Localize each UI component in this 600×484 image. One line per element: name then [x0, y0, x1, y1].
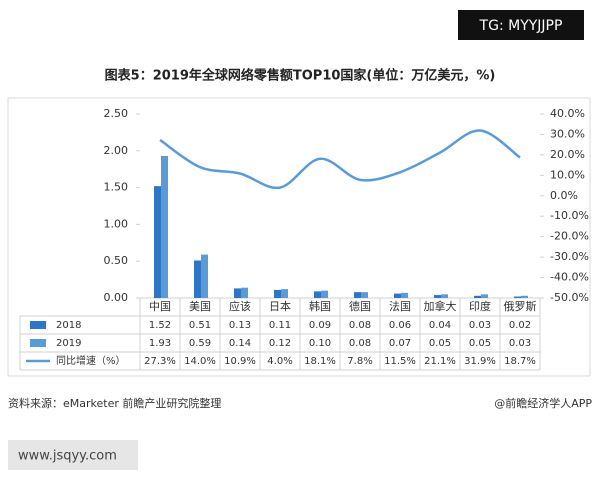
x-tick-label: 印度: [469, 299, 491, 313]
bar: [234, 288, 241, 298]
x-tick-label: 日本: [269, 299, 291, 313]
chart-title: 图表5：2019年全球网络零售额TOP10国家(单位：万亿美元，%): [105, 68, 496, 84]
table-value: 0.12: [269, 338, 291, 349]
legend-label: 同比增速（%）: [56, 354, 126, 367]
table-value: 0.03: [509, 338, 531, 349]
y2-tick-label: 40.0%: [550, 107, 585, 120]
bar: [321, 290, 328, 298]
bar: [241, 287, 248, 298]
y2-tick-label: 0.0%: [550, 189, 578, 202]
table-value: 0.03: [469, 320, 491, 331]
bar: [154, 186, 161, 298]
y2-tick-label: -10.0%: [550, 209, 589, 222]
table-value: 11.5%: [384, 356, 416, 367]
table-value: 0.11: [269, 320, 291, 331]
watermark: TG: MYYJJPP: [479, 18, 563, 34]
table-value: 0.59: [189, 338, 211, 349]
bar: [394, 293, 401, 298]
table-value: 0.13: [229, 320, 251, 331]
footer-box: [8, 440, 138, 470]
bar: [354, 292, 361, 298]
table-value: 0.02: [509, 320, 531, 331]
legend-label: 2019: [56, 338, 81, 349]
table-value: 21.1%: [424, 356, 456, 367]
table-value: 0.10: [309, 338, 331, 349]
y2-tick-label: 20.0%: [550, 148, 585, 161]
y-tick-label: 1.00: [104, 217, 129, 230]
x-tick-label: 俄罗斯: [504, 300, 537, 313]
table-value: 14.0%: [184, 356, 216, 367]
growth-line: [159, 129, 521, 190]
bar: [161, 155, 168, 298]
y2-tick-label: -20.0%: [550, 230, 589, 243]
y-tick-label: 2.50: [104, 107, 129, 120]
table-value: 0.51: [189, 320, 211, 331]
table-value: 0.07: [389, 338, 411, 349]
table-value: 7.8%: [347, 356, 372, 367]
y-tick-label: 0.50: [104, 254, 129, 267]
bar: [434, 295, 441, 298]
bar: [194, 260, 201, 298]
table-value: 1.93: [149, 338, 171, 349]
table-value: 0.08: [349, 338, 371, 349]
table-value: 18.1%: [304, 356, 336, 367]
y2-tick-label: -50.0%: [550, 291, 589, 304]
table-value: 1.52: [149, 320, 171, 331]
x-tick-label: 加拿大: [424, 299, 457, 313]
y2-tick-label: 30.0%: [550, 127, 585, 140]
table-value: 0.05: [469, 338, 491, 349]
y2-tick-label: 10.0%: [550, 168, 585, 181]
bar: [314, 291, 321, 298]
y2-tick-label: -40.0%: [550, 271, 589, 284]
x-tick-label: 中国: [149, 300, 171, 313]
bar: [274, 289, 281, 298]
table-value: 0.04: [429, 320, 451, 331]
bar: [441, 294, 448, 298]
credit: @前瞻经济学人APP: [494, 396, 592, 410]
bar: [521, 295, 528, 298]
table-value: 0.14: [229, 338, 251, 349]
table-value: 18.7%: [504, 356, 536, 367]
bar: [281, 289, 288, 298]
bar: [481, 294, 488, 298]
table-value: 27.3%: [144, 356, 176, 367]
chart-frame: [7, 97, 591, 377]
source: 资料来源：eMarketer 前瞻产业研究院整理: [8, 396, 221, 410]
y2-tick-label: -30.0%: [550, 250, 589, 263]
table-value: 0.06: [389, 320, 411, 331]
x-tick-label: 应该: [229, 299, 251, 313]
legend-label: 2018: [56, 320, 81, 331]
y-tick-label: 1.50: [104, 181, 129, 194]
table-value: 31.9%: [464, 356, 496, 367]
bar: [361, 292, 368, 298]
footer: www.jsqyy.com: [18, 449, 117, 464]
table-value: 10.9%: [224, 356, 256, 367]
watermark-box: [458, 10, 584, 40]
bar: [401, 292, 408, 298]
x-tick-label: 德国: [349, 299, 371, 313]
bar: [514, 296, 521, 298]
bar: [201, 254, 208, 298]
x-tick-label: 韩国: [309, 299, 331, 313]
x-tick-label: 法国: [389, 299, 411, 313]
y-tick-label: 0.00: [104, 291, 129, 304]
table-value: 0.09: [309, 320, 331, 331]
table-value: 0.05: [429, 338, 451, 349]
table-value: 4.0%: [267, 356, 292, 367]
legend-key: [30, 321, 46, 329]
bar: [474, 295, 481, 298]
y-tick-label: 2.00: [104, 144, 129, 157]
x-tick-label: 美国: [189, 300, 211, 313]
table-value: 0.08: [349, 320, 371, 331]
legend-key: [30, 339, 46, 347]
